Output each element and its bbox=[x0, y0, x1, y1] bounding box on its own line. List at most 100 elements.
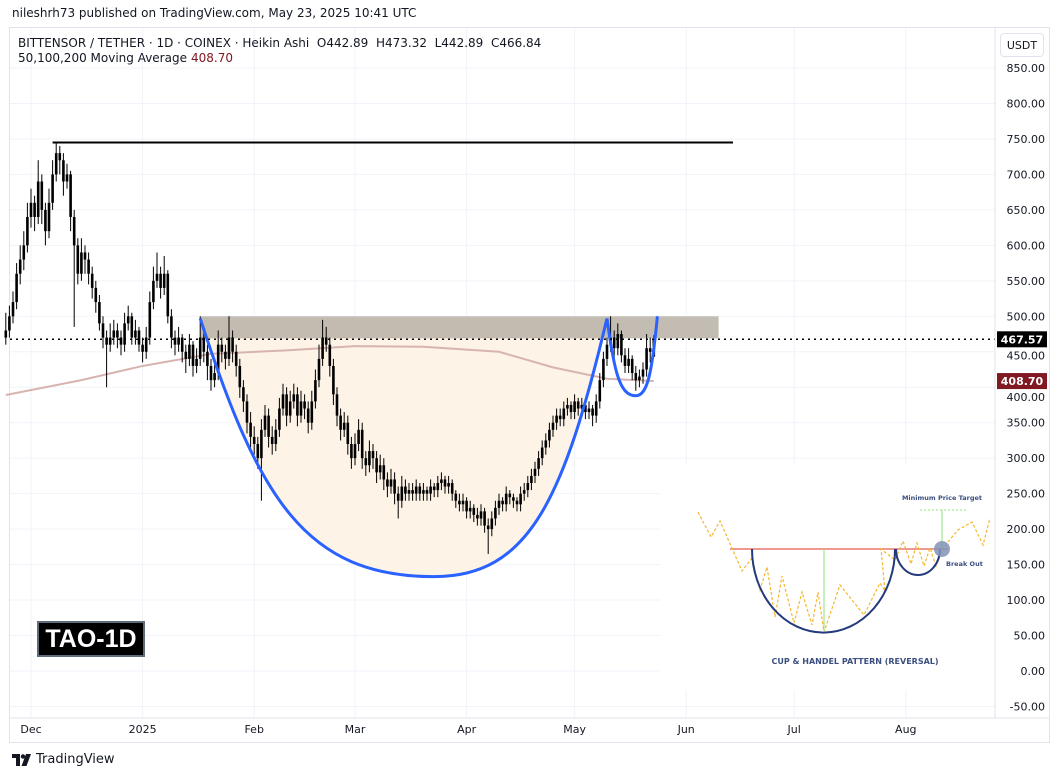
published-by: nileshrh73 published on TradingView.com,… bbox=[12, 6, 417, 20]
candle-body bbox=[299, 401, 303, 416]
candle-body bbox=[504, 493, 508, 505]
candle-body bbox=[414, 486, 418, 494]
candle-body bbox=[170, 316, 173, 338]
candle-body bbox=[620, 334, 623, 356]
candle-body bbox=[458, 500, 461, 505]
candle-body bbox=[314, 380, 317, 402]
inset-handle-curve bbox=[895, 548, 941, 576]
candle-body bbox=[206, 351, 209, 366]
candle-body bbox=[123, 323, 126, 345]
inset-breakout-marker bbox=[934, 541, 950, 557]
inset-background bbox=[660, 465, 995, 690]
tradingview-logo-text: TradingView bbox=[36, 752, 115, 767]
candle-body bbox=[144, 337, 148, 352]
candle-body bbox=[407, 490, 411, 494]
time-tick-label: Jul bbox=[787, 723, 801, 736]
candle-body bbox=[62, 160, 65, 182]
candle-body bbox=[638, 376, 641, 381]
candle-body bbox=[51, 174, 54, 203]
candle-body bbox=[177, 337, 180, 345]
inset-target-label: Minimum Price Target bbox=[902, 494, 982, 502]
candle-body bbox=[198, 337, 202, 359]
candle-body bbox=[159, 273, 162, 288]
candle-body bbox=[126, 316, 130, 324]
candle-body bbox=[576, 401, 580, 409]
candle-body bbox=[54, 153, 58, 175]
candle-body bbox=[40, 181, 44, 210]
candle-body bbox=[296, 394, 299, 416]
candle-body bbox=[512, 497, 515, 501]
candle-body bbox=[616, 334, 620, 349]
candle-body bbox=[598, 380, 602, 402]
candle-body bbox=[519, 493, 522, 505]
symbol-legend: BITTENSOR / TETHER · 1D · COINEX · Heiki… bbox=[18, 36, 541, 50]
candle-body bbox=[562, 408, 566, 420]
price-axis[interactable]: 850.00 800.00 750.00 700.00 650.00 600.00 550.… bbox=[994, 28, 1046, 718]
candle-body bbox=[141, 344, 144, 352]
last-price-badge: 467.57 bbox=[1001, 333, 1043, 346]
candle-body bbox=[371, 451, 375, 459]
time-axis[interactable]: Dec 2025 Feb Mar Apr May Jun Jul Aug bbox=[10, 717, 1050, 736]
price-tick-label: 850.00 bbox=[1007, 62, 1046, 75]
candle-body bbox=[11, 302, 15, 317]
candle-body bbox=[393, 479, 396, 494]
candle-body bbox=[15, 273, 18, 303]
currency-button[interactable]: USDT bbox=[1000, 33, 1044, 57]
price-tick-label: 100.00 bbox=[1007, 594, 1046, 607]
cup-fill bbox=[200, 318, 607, 577]
candle-body bbox=[404, 486, 407, 494]
candle-body bbox=[522, 490, 526, 494]
candle-body bbox=[425, 490, 429, 494]
candle-body bbox=[490, 518, 494, 530]
candle-body bbox=[544, 440, 548, 448]
price-tick-label: 650.00 bbox=[1007, 204, 1046, 217]
candle-body bbox=[436, 483, 440, 491]
candle-body bbox=[555, 415, 558, 423]
symbol-line: BITTENSOR / TETHER · 1D · COINEX · Heiki… bbox=[18, 36, 310, 50]
candle-body bbox=[324, 337, 328, 345]
candle-body bbox=[303, 401, 306, 409]
ohlc-open: O442.89 bbox=[316, 36, 369, 50]
candle-body bbox=[119, 337, 123, 345]
candle-body bbox=[422, 490, 425, 494]
price-tick-label: 400.00 bbox=[1007, 391, 1046, 404]
drawings-front bbox=[10, 141, 995, 579]
candle-body bbox=[360, 429, 364, 459]
candle-body bbox=[508, 493, 512, 498]
candle-body bbox=[249, 422, 252, 437]
candle-body bbox=[278, 408, 281, 430]
candle-body bbox=[587, 408, 591, 413]
candle-body bbox=[580, 404, 584, 409]
candle-body bbox=[263, 415, 267, 430]
price-tick-label: 750.00 bbox=[1007, 133, 1046, 146]
candle-body bbox=[584, 404, 587, 413]
candle-body bbox=[90, 273, 94, 288]
candle-body bbox=[530, 475, 533, 484]
time-tick-label: Mar bbox=[345, 723, 366, 736]
price-tick-label: 50.00 bbox=[1014, 630, 1046, 643]
candle-body bbox=[382, 465, 386, 480]
candle-body bbox=[332, 365, 335, 395]
candle-body bbox=[537, 458, 540, 469]
candle-body bbox=[101, 323, 105, 338]
candle-body bbox=[310, 401, 314, 423]
price-badges: 467.57 408.70 bbox=[997, 331, 1047, 390]
candle-body bbox=[33, 202, 36, 217]
candle-body bbox=[386, 479, 389, 487]
candle-body bbox=[58, 153, 62, 161]
price-tick-label: 700.00 bbox=[1007, 168, 1046, 181]
candle-body bbox=[429, 486, 432, 494]
candle-body bbox=[260, 429, 263, 459]
indicator-legend[interactable]: 50,100,200 Moving Average 408.70 bbox=[18, 51, 233, 65]
price-tick-label: 550.00 bbox=[1007, 275, 1046, 288]
ma-200-line bbox=[5, 345, 654, 397]
candle-body bbox=[375, 458, 378, 473]
candle-body bbox=[357, 429, 360, 444]
tradingview-logo[interactable]: TradingView bbox=[12, 752, 115, 767]
candle-body bbox=[213, 373, 216, 381]
candle-body bbox=[486, 525, 490, 530]
candle-body bbox=[26, 216, 29, 246]
inset-breakout-label: Break Out bbox=[946, 560, 983, 568]
candle-body bbox=[630, 358, 634, 374]
